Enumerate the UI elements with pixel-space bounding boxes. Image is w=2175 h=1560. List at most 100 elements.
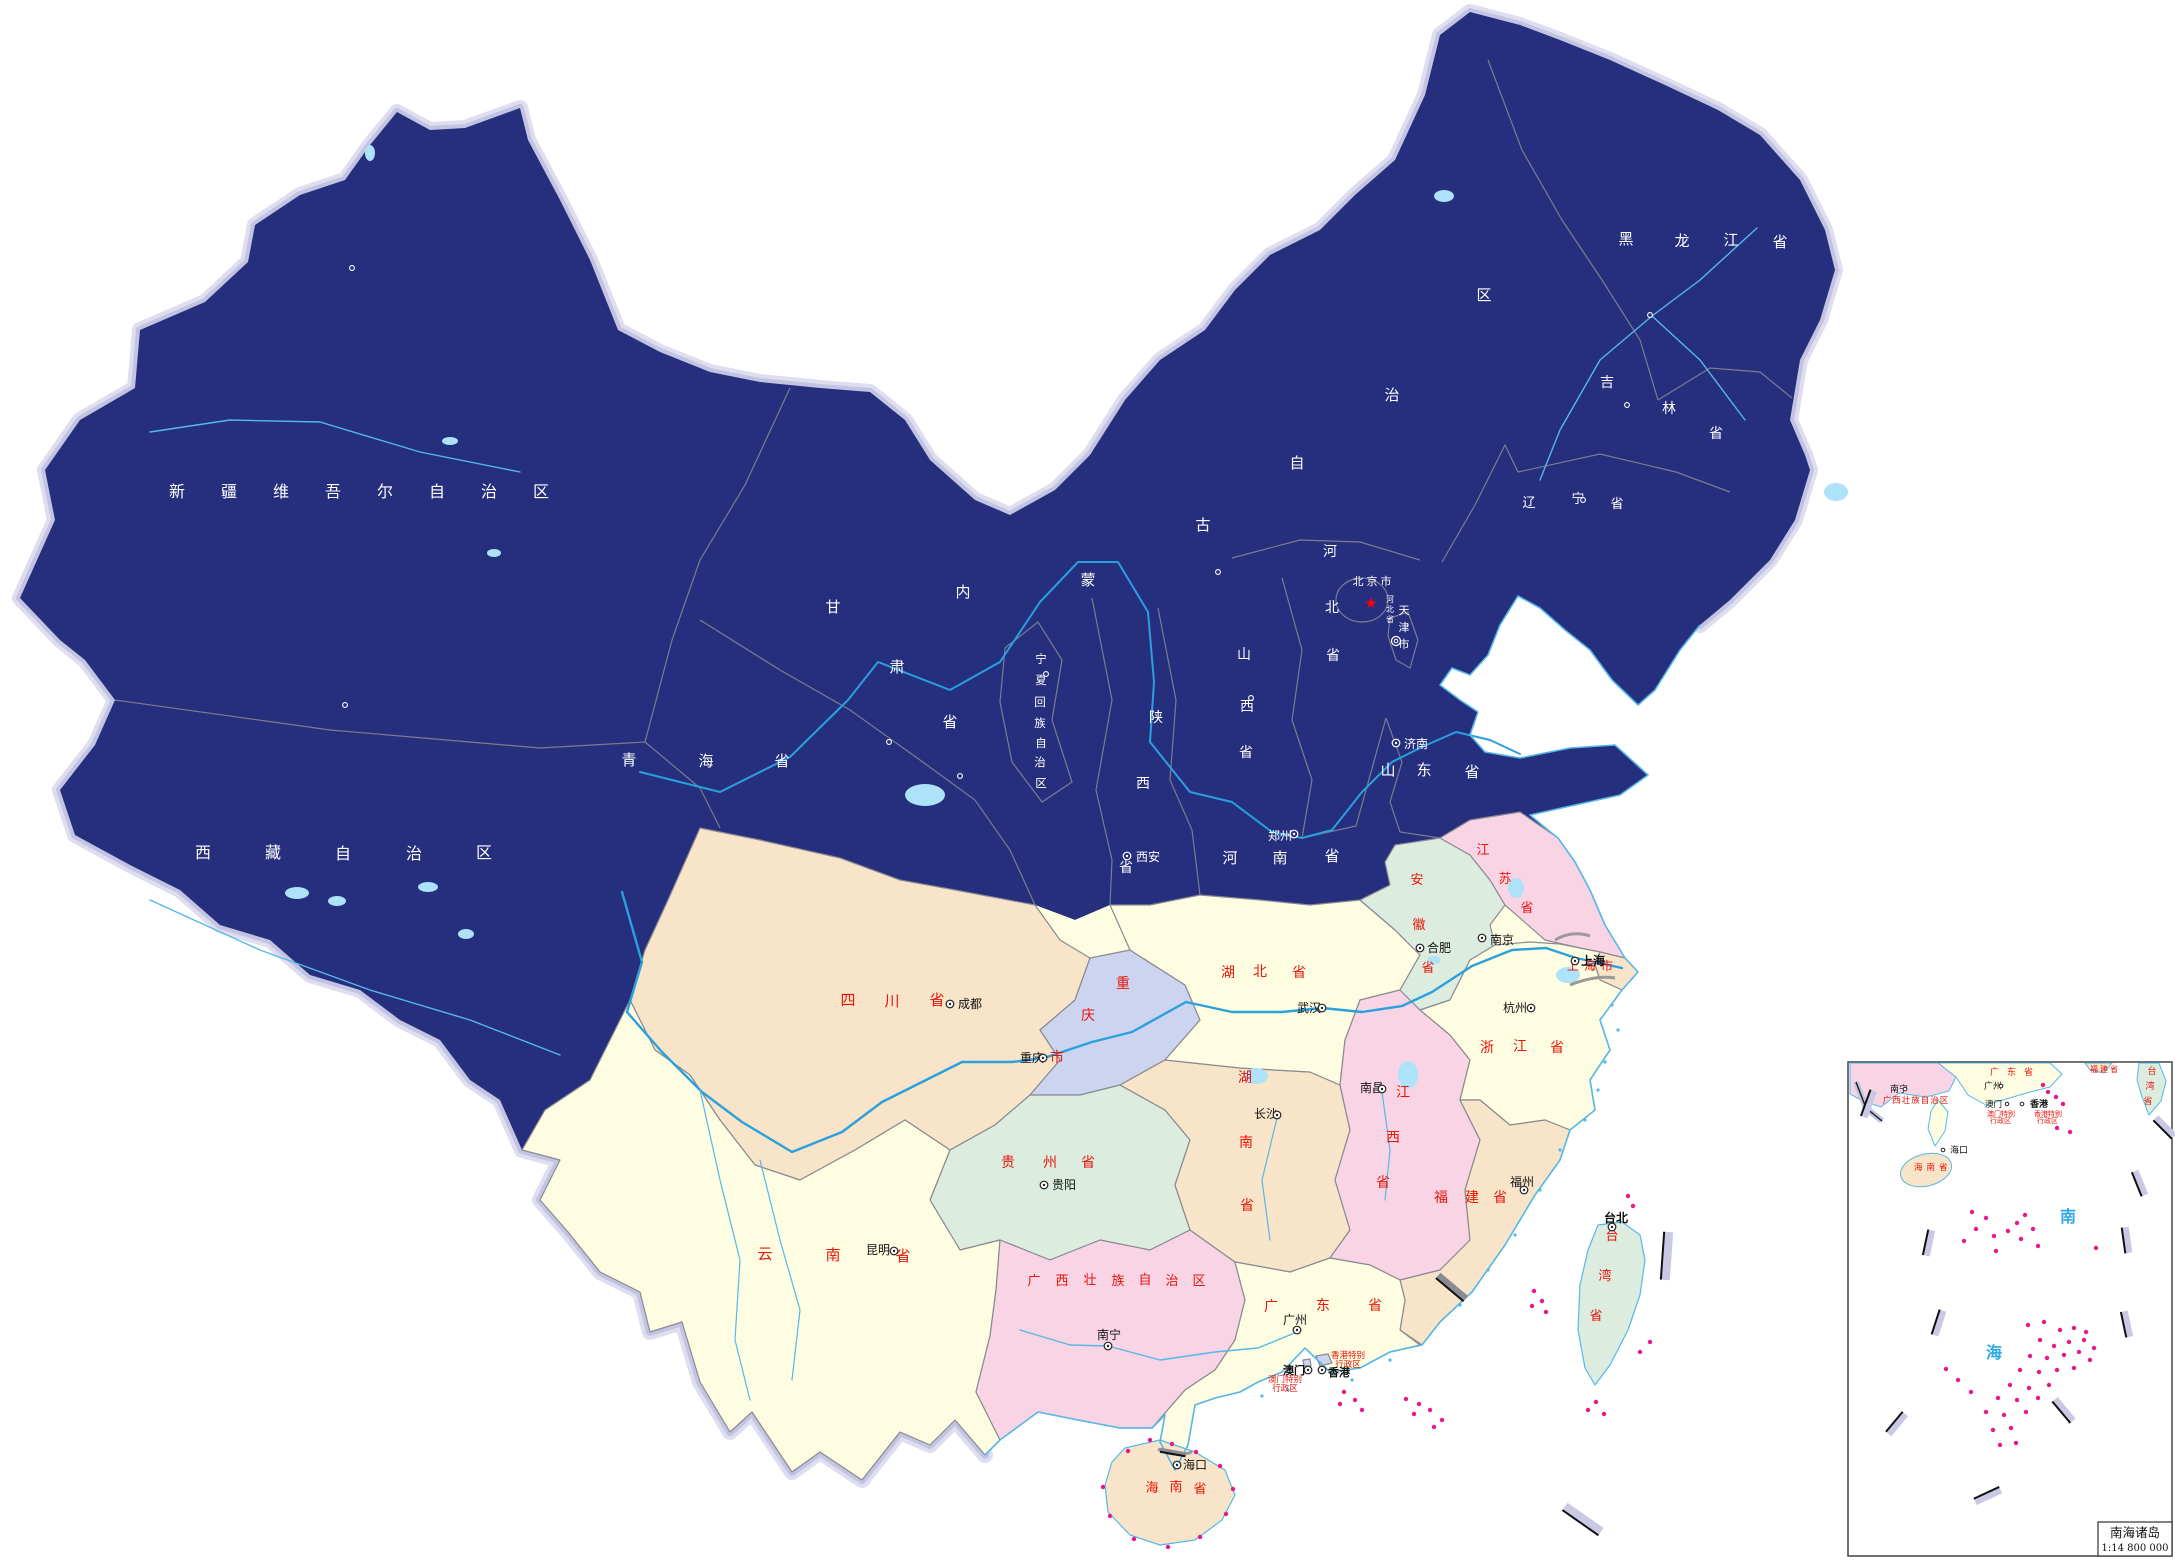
reef-dot	[2054, 1125, 2060, 1131]
province-label-jiangxi: 西	[1386, 1130, 1400, 1146]
reef-dot	[2014, 1397, 2020, 1403]
city-label-hongkong: 香港	[1327, 1365, 1351, 1379]
sar-label-macau-sar: 行政区	[1272, 1383, 1298, 1394]
reef-dot	[1352, 1397, 1358, 1403]
province-label-xinjiang: 区	[533, 482, 549, 501]
city-label-beijing: 北	[1353, 575, 1364, 588]
inset-label: 澳门特别	[1987, 1109, 2015, 1118]
inset-label: 广东省	[1990, 1066, 2041, 1078]
reef-dot	[2057, 1327, 2063, 1333]
province-label-xinjiang: 维	[273, 482, 289, 501]
city-dot-unnamed	[957, 773, 963, 779]
province-label-fujian: 省	[1493, 1190, 1507, 1206]
province-yunnan	[521, 999, 1001, 1481]
province-label-guangxi: 西	[1055, 1274, 1068, 1289]
province-label-xizang: 治	[406, 844, 422, 863]
province-label-heilongjiang: 省	[1772, 233, 1787, 251]
reef-dot	[1439, 1417, 1445, 1423]
province-label-heilongjiang: 龙	[1674, 232, 1689, 250]
province-label-guangxi: 壮	[1083, 1273, 1096, 1288]
province-label-gansu: 肃	[889, 658, 904, 676]
reef-dot	[2076, 1349, 2082, 1355]
city-dot-center	[1275, 1113, 1279, 1117]
inset-leizhou	[1927, 1099, 1949, 1148]
islet-dot	[1610, 1003, 1614, 1007]
province-label-guizhou: 州	[1043, 1155, 1057, 1171]
city-dot-center	[1106, 1344, 1110, 1348]
city-dot-unnamed	[1043, 671, 1049, 677]
islet-dot	[1350, 1378, 1354, 1382]
province-label-heilongjiang: 江	[1723, 231, 1738, 249]
province-label-guangdong: 广	[1264, 1299, 1278, 1315]
city-label-chongqing-city: 重庆	[1020, 1051, 1044, 1065]
province-label-ningxia: 夏	[1035, 673, 1047, 687]
reef-dot	[2041, 1319, 2047, 1325]
reef-dot	[2093, 1245, 2099, 1251]
reef-dot	[2008, 1425, 2014, 1431]
province-label-jilin: 林	[1662, 401, 1676, 417]
reef-dot	[1193, 1449, 1199, 1455]
province-label-fujian: 建	[1465, 1190, 1479, 1206]
islet-dot	[1513, 1233, 1517, 1237]
reef-dot	[2054, 1367, 2060, 1373]
islet-dot	[1260, 1394, 1264, 1398]
city-label-kunming: 昆明	[866, 1243, 890, 1257]
reef-dot	[2081, 1337, 2087, 1343]
reef-dot	[1968, 1389, 1974, 1395]
city-dot-center	[1573, 959, 1577, 963]
province-label-xizang: 自	[335, 844, 351, 863]
inset-label: 广西壮族自治区	[1883, 1095, 1950, 1106]
city-dot-center	[1320, 1006, 1324, 1010]
city-dot-center	[1418, 946, 1422, 950]
province-label-xinjiang: 新	[169, 482, 185, 501]
province-label-zhejiang: 浙	[1480, 1040, 1494, 1056]
inset-city-dot	[1998, 1083, 2004, 1089]
province-label-henan: 省	[1324, 847, 1339, 865]
city-label-beijing: 市	[1381, 574, 1392, 588]
inset-fujian	[2084, 1062, 2114, 1074]
islet-dot	[1486, 1268, 1490, 1272]
province-label-jilin: 省	[1709, 426, 1723, 442]
province-label-yunnan: 云	[757, 1245, 772, 1263]
reef-dot	[2030, 1226, 2036, 1232]
reef-dot	[1601, 1411, 1607, 1417]
inset-caption-title: 南海诸岛	[2110, 1525, 2160, 1540]
reef-dot	[1125, 1448, 1131, 1454]
province-label-guangdong: 省	[1368, 1298, 1382, 1314]
islet-dot	[1388, 1358, 1392, 1362]
city-dot-center	[1295, 1328, 1299, 1332]
inset-label: 福建省	[2090, 1064, 2120, 1074]
province-label-ningxia: 治	[1034, 755, 1046, 769]
province-label-shandong: 东	[1416, 761, 1431, 779]
inset-caption-scale: 1:14 800 000	[2102, 1543, 2169, 1554]
reef-dot	[1990, 1427, 1996, 1433]
reef-dot	[2091, 1345, 2097, 1351]
reef-dot	[2040, 1082, 2046, 1088]
province-label-xinjiang: 疆	[221, 482, 237, 501]
reef-dot	[1529, 1303, 1535, 1309]
reef-dot	[1993, 1248, 1999, 1254]
inset-label: 广州	[1984, 1080, 2002, 1092]
city-dot-center	[1292, 832, 1296, 836]
dash-segment	[1930, 1309, 1947, 1337]
province-label-hubei: 湖	[1221, 965, 1235, 981]
province-label-chongqing: 市	[1050, 1049, 1064, 1066]
reef-dot	[1147, 1437, 1153, 1443]
dash-segment	[1859, 1089, 1878, 1119]
reef-dot	[2083, 1329, 2089, 1335]
inset-label-vertical: 省	[2143, 1095, 2152, 1107]
province-label-hebei: 省	[1326, 648, 1340, 664]
city-dot-center	[1320, 1368, 1324, 1372]
city-dot-center	[948, 1002, 952, 1006]
city-dot-center	[1529, 1006, 1533, 1010]
province-label-shaanxi: 西	[1136, 776, 1150, 792]
inset-city-dot	[2004, 1101, 2010, 1107]
reef-dot	[1217, 1463, 1223, 1469]
inset-label: 海南省	[1914, 1162, 1952, 1173]
province-label-guizhou: 贵	[1001, 1155, 1015, 1171]
province-label-yunnan: 南	[825, 1246, 840, 1264]
province-label-hubei: 北	[1253, 964, 1267, 980]
city-label-tianjin: 天	[1399, 604, 1410, 617]
islet-dot	[1583, 1118, 1587, 1122]
